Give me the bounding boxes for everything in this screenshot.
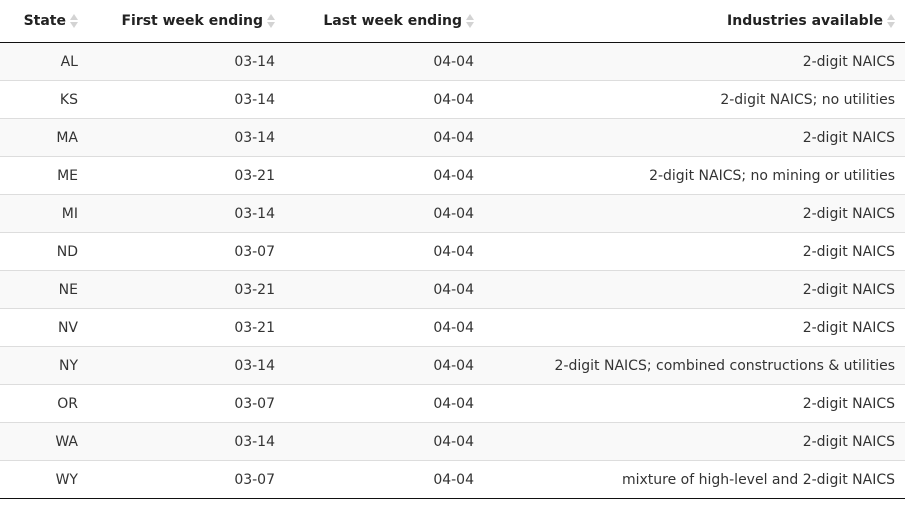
last-week-cell: 04-04	[285, 118, 484, 157]
first-week-cell: 03-14	[88, 194, 285, 233]
last-week-cell: 04-04	[285, 42, 484, 81]
column-header-label: First week ending	[121, 13, 263, 29]
state-cell: KS	[0, 80, 88, 119]
state-cell: AL	[0, 42, 88, 81]
last-week-cell: 04-04	[285, 156, 484, 195]
state-cell: WY	[0, 460, 88, 499]
table-row: MI 03-14 04-04 2-digit NAICS	[0, 194, 905, 233]
first-week-cell: 03-21	[88, 156, 285, 195]
state-cell: NE	[0, 270, 88, 309]
table-row: KS 03-14 04-04 2-digit NAICS; no utiliti…	[0, 80, 905, 119]
table-row: ME 03-21 04-04 2-digit NAICS; no mining …	[0, 156, 905, 195]
first-week-cell: 03-14	[88, 80, 285, 119]
column-header-first-week-ending[interactable]: First week ending	[88, 0, 285, 43]
table-row: MA 03-14 04-04 2-digit NAICS	[0, 118, 905, 157]
industries-cell: 2-digit NAICS; no utilities	[484, 80, 905, 119]
column-header-industries-available[interactable]: Industries available	[484, 0, 905, 43]
industries-cell: 2-digit NAICS	[484, 232, 905, 271]
state-cell: MA	[0, 118, 88, 157]
state-cell: ME	[0, 156, 88, 195]
industries-cell: 2-digit NAICS	[484, 270, 905, 309]
last-week-cell: 04-04	[285, 460, 484, 499]
table-row: WA 03-14 04-04 2-digit NAICS	[0, 422, 905, 461]
column-header-label: State	[23, 13, 66, 29]
sort-icon[interactable]	[70, 13, 78, 29]
table-row: NE 03-21 04-04 2-digit NAICS	[0, 270, 905, 309]
column-header-last-week-ending[interactable]: Last week ending	[285, 0, 484, 43]
industries-cell: 2-digit NAICS	[484, 308, 905, 347]
first-week-cell: 03-07	[88, 384, 285, 423]
industries-cell: 2-digit NAICS	[484, 118, 905, 157]
first-week-cell: 03-07	[88, 232, 285, 271]
first-week-cell: 03-21	[88, 308, 285, 347]
state-cell: WA	[0, 422, 88, 461]
sort-icon[interactable]	[887, 13, 895, 29]
state-data-table: State First week ending Last week ending	[0, 0, 905, 499]
state-cell: OR	[0, 384, 88, 423]
last-week-cell: 04-04	[285, 232, 484, 271]
column-header-label: Last week ending	[323, 13, 462, 29]
first-week-cell: 03-14	[88, 422, 285, 461]
first-week-cell: 03-14	[88, 346, 285, 385]
industries-cell: 2-digit NAICS; combined constructions & …	[484, 346, 905, 385]
sort-icon[interactable]	[466, 13, 474, 29]
industries-cell: 2-digit NAICS; no mining or utilities	[484, 156, 905, 195]
last-week-cell: 04-04	[285, 308, 484, 347]
table-row: WY 03-07 04-04 mixture of high-level and…	[0, 460, 905, 499]
sort-icon[interactable]	[267, 13, 275, 29]
state-cell: NY	[0, 346, 88, 385]
state-cell: ND	[0, 232, 88, 271]
data-table-container: State First week ending Last week ending	[0, 0, 905, 499]
header-row: State First week ending Last week ending	[0, 0, 905, 43]
table-row: AL 03-14 04-04 2-digit NAICS	[0, 42, 905, 81]
column-header-label: Industries available	[727, 13, 883, 29]
table-body: AL 03-14 04-04 2-digit NAICS KS 03-14 04…	[0, 42, 905, 499]
last-week-cell: 04-04	[285, 270, 484, 309]
table-row: ND 03-07 04-04 2-digit NAICS	[0, 232, 905, 271]
table-row: NV 03-21 04-04 2-digit NAICS	[0, 308, 905, 347]
last-week-cell: 04-04	[285, 422, 484, 461]
table-row: OR 03-07 04-04 2-digit NAICS	[0, 384, 905, 423]
table-header: State First week ending Last week ending	[0, 0, 905, 43]
first-week-cell: 03-14	[88, 42, 285, 81]
column-header-state[interactable]: State	[0, 0, 88, 43]
table-row: NY 03-14 04-04 2-digit NAICS; combined c…	[0, 346, 905, 385]
last-week-cell: 04-04	[285, 346, 484, 385]
first-week-cell: 03-14	[88, 118, 285, 157]
industries-cell: 2-digit NAICS	[484, 384, 905, 423]
industries-cell: mixture of high-level and 2-digit NAICS	[484, 460, 905, 499]
first-week-cell: 03-21	[88, 270, 285, 309]
industries-cell: 2-digit NAICS	[484, 194, 905, 233]
last-week-cell: 04-04	[285, 80, 484, 119]
state-cell: MI	[0, 194, 88, 233]
last-week-cell: 04-04	[285, 384, 484, 423]
industries-cell: 2-digit NAICS	[484, 42, 905, 81]
first-week-cell: 03-07	[88, 460, 285, 499]
last-week-cell: 04-04	[285, 194, 484, 233]
industries-cell: 2-digit NAICS	[484, 422, 905, 461]
state-cell: NV	[0, 308, 88, 347]
